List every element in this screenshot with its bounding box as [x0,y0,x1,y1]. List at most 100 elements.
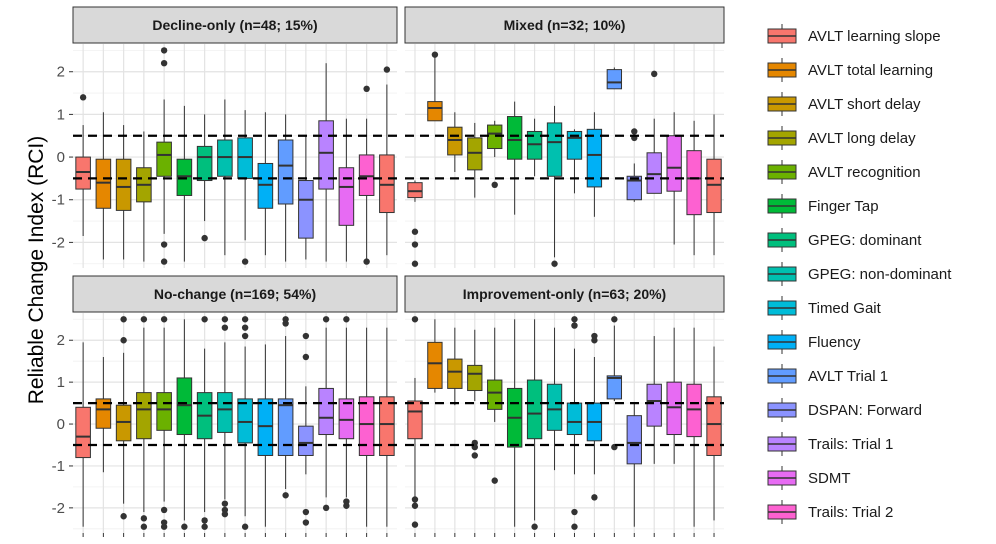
panel: Decline-only (n=48; 15%) -2 -1 0 1 2 [52,6,398,268]
box-12 [626,128,642,202]
y-tick-label: 2 [57,64,65,81]
legend-label: Trails: Trial 1 [808,436,893,453]
box-2 [427,51,443,122]
outlier-point [363,85,370,93]
outlier-point [201,523,208,530]
box-iqr [646,152,662,194]
box-iqr [379,396,395,456]
outlier-point [411,496,419,503]
outlier-point [302,353,310,361]
legend-label: AVLT Trial 1 [808,368,888,385]
legend-label: Trails: Trial 2 [808,504,893,521]
box-9 [566,316,583,530]
box-7 [196,114,213,242]
outlier-point [160,47,168,54]
box-iqr [298,425,314,456]
outlier-point [571,523,578,530]
facet-strip [72,275,398,313]
box-iqr [95,158,112,209]
legend-label: AVLT short delay [808,96,921,113]
box-iqr [115,158,132,211]
outlier-point [591,494,598,501]
outlier-point [160,60,168,67]
box-iqr [115,404,132,442]
legend-label: AVLT learning slope [808,28,941,45]
box-14 [666,327,682,464]
outlier-point [411,502,419,509]
box-16 [379,327,395,527]
box-iqr [75,156,91,190]
box-iqr [156,141,172,177]
outlier-point [411,521,419,528]
outlier-point [531,523,538,530]
legend-item: AVLT Trial 1 [767,364,888,388]
box-10 [586,332,603,501]
box-iqr [217,139,233,177]
box-iqr [546,383,563,431]
outlier-point [631,128,638,135]
outlier-point [302,508,310,516]
legend-item: DSPAN: Forward [767,398,922,422]
outlier-point [571,508,578,516]
box-1 [75,94,91,236]
outlier-point [201,316,208,323]
box-iqr [277,398,294,456]
outlier-point [431,51,439,58]
outlier-point [160,506,168,514]
outlier-point [322,504,330,512]
outlier-point [282,316,289,323]
box-14 [338,118,355,262]
legend-item: AVLT total learning [767,58,933,82]
box-6 [506,101,523,215]
box-iqr [338,398,355,440]
box-iqr [427,341,443,389]
legend-item: Timed Gait [767,296,882,320]
box-9 [237,316,253,530]
legend-label: GPEG: dominant [808,232,922,249]
outlier-point [120,337,127,344]
legend-label: AVLT total learning [808,62,933,79]
box-iqr [706,396,722,456]
outlier-point [491,181,498,188]
box-iqr [447,126,463,156]
outlier-point [241,324,249,331]
box-iqr [338,167,355,226]
box-7 [526,118,543,177]
box-2 [95,357,112,473]
box-6 [176,319,193,530]
box-iqr [427,101,443,122]
panel-background [73,44,397,268]
box-iqr [566,402,583,436]
panel: Improvement-only (n=63; 20%) [404,275,725,537]
outlier-point [611,316,618,323]
legend-item: AVLT recognition [767,160,921,184]
box-iqr [95,398,112,429]
legend: AVLT learning slope AVLT total learning AV… [767,24,952,524]
panel: Mixed (n=32; 10%) [404,6,725,268]
box-16 [706,114,722,256]
outlier-point [591,332,598,340]
legend-label: Fluency [808,334,861,351]
legend-item: GPEG: dominant [767,228,922,252]
box-iqr [586,128,603,188]
box-11 [606,316,623,451]
box-13 [318,63,334,262]
box-iqr [217,392,233,433]
outlier-point [120,513,127,520]
outlier-point [322,316,330,323]
box-16 [379,66,395,256]
box-iqr [75,406,91,459]
outlier-point [302,332,310,340]
box-2 [427,319,443,393]
box-9 [237,110,253,265]
facet-title: Decline-only (n=48; 15%) [152,17,317,33]
box-3 [447,112,463,172]
box-9 [566,129,583,194]
box-15 [358,327,375,527]
legend-item: AVLT learning slope [767,24,941,48]
outlier-point [79,94,87,101]
outlier-point [241,316,249,323]
outlier-point [160,258,168,265]
y-tick-label: 2 [57,332,65,349]
outlier-point [363,258,370,265]
